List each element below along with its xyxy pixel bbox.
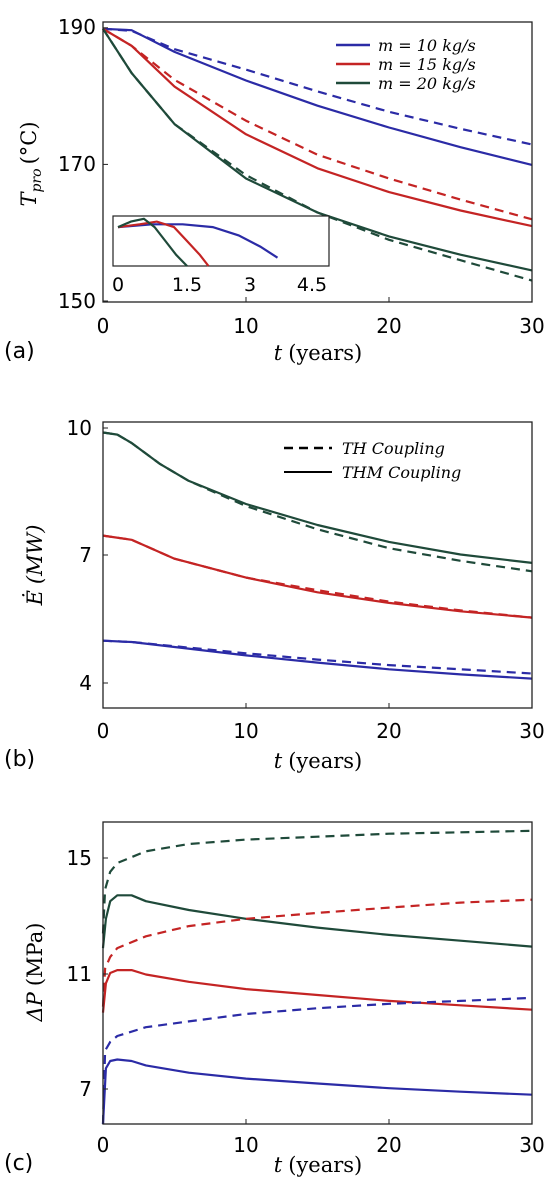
panel-a-ylabel-sub: pro xyxy=(29,168,45,192)
panel-a-axes-box xyxy=(102,21,533,303)
panel-b-ylabel-unit: (MW) xyxy=(23,525,47,584)
panel-b-label: (b) xyxy=(4,747,35,772)
panel-b-legend-label-thm: THM Coupling xyxy=(342,463,461,482)
panel-a-inset-xtick-4-5: 4.5 xyxy=(297,274,327,296)
panel-b-legend-label-th: TH Coupling xyxy=(342,439,445,458)
panel-a-inset-line-m15 xyxy=(117,220,210,267)
panel-b-legend: TH Coupling THM Coupling xyxy=(284,439,461,482)
panel-c-xtick-label-30: 30 xyxy=(519,1133,544,1157)
panel-a-label: (a) xyxy=(4,339,35,364)
panel-a-line-m15-solid xyxy=(102,27,533,228)
panel-b-xtick-label-10: 10 xyxy=(233,719,258,743)
panel-b-xtick-label-30: 30 xyxy=(519,719,544,743)
panel-b-ylabel: Ė (MW) xyxy=(23,525,47,607)
panel-b-line-m20-solid xyxy=(102,431,533,564)
panel-a-legend: m = 10 kg/s m = 15 kg/s m = 20 kg/s xyxy=(336,36,476,93)
panel-a-inset-series xyxy=(117,217,279,267)
panel-a-legend-label-m10: m = 10 kg/s xyxy=(378,36,476,55)
panel-c-series xyxy=(101,829,533,1125)
panel-b-xticks: 0 10 20 30 xyxy=(97,703,545,743)
panel-b-yticks: 4 7 10 xyxy=(67,416,108,695)
panel-c-label: (c) xyxy=(4,1151,33,1176)
panel-a-ylabel: Tpro (°C) xyxy=(17,121,45,206)
panel-a-inset-xtick-1-5: 1.5 xyxy=(172,274,202,296)
panel-b-line-m10-dashed xyxy=(102,639,533,675)
panel-a-xtick-label-30: 30 xyxy=(519,314,544,338)
panel-a-xtick-label-20: 20 xyxy=(376,314,401,338)
panel-c-axes-box xyxy=(102,821,533,1125)
panel-c-xlabel-unit: (years) xyxy=(288,1153,362,1177)
panel-b-xtick-label-20: 20 xyxy=(376,719,401,743)
panel-a-xtick-label-10: 10 xyxy=(233,314,258,338)
panel-c-ytick-label-7: 7 xyxy=(79,1077,92,1101)
panel-c-ylabel-symbol: ΔP xyxy=(23,991,47,1022)
panel-a-xtick-label-0: 0 xyxy=(97,314,110,338)
panel-c-xtick-label-0: 0 xyxy=(97,1133,110,1157)
panel-b-xlabel: t (years) xyxy=(274,749,362,773)
panel-a-xticks: 0 10 20 30 xyxy=(97,297,545,338)
panel-c-line-m20-dashed xyxy=(101,829,533,934)
panel-b-ytick-label-10: 10 xyxy=(67,416,92,440)
panel-c-xtick-label-20: 20 xyxy=(376,1133,401,1157)
panel-c-xticks: 0 10 20 30 xyxy=(97,1119,545,1157)
panel-a-line-m10-dashed xyxy=(102,27,533,146)
panel-a-series xyxy=(102,27,533,282)
panel-c-ylabel: ΔP (MPa) xyxy=(23,923,47,1023)
panel-c-xlabel-symbol: t xyxy=(274,1153,283,1177)
panel-a-yticks: 150 170 190 xyxy=(58,15,108,313)
panel-b-ytick-label-4: 4 xyxy=(79,671,92,695)
panel-a: 150 170 190 0 10 20 30 (a) t (years) Tpro… xyxy=(4,15,545,365)
panel-c-ytick-label-11: 11 xyxy=(67,962,92,986)
panel-c-xtick-label-10: 10 xyxy=(233,1133,258,1157)
panel-a-inset: 0 1.5 3 4.5 xyxy=(112,215,330,296)
panel-b-line-m20-dashed xyxy=(102,431,533,573)
panel-c-xlabel: t (years) xyxy=(274,1153,362,1177)
panel-c-line-m15-dashed xyxy=(101,898,533,1007)
panel-a-xlabel-unit: (years) xyxy=(288,341,362,365)
panel-c: 7 11 15 0 10 20 30 (c) t (years) ΔP (MPa) xyxy=(4,821,545,1177)
panel-c-line-m10-dashed xyxy=(101,996,533,1125)
panel-b-xlabel-symbol: t xyxy=(274,749,283,773)
panel-c-ylabel-unit: (MPa) xyxy=(23,923,47,987)
panel-a-ylabel-symbol: T xyxy=(17,191,41,207)
panel-a-xlabel: t (years) xyxy=(274,341,362,365)
panel-a-line-m20-dashed xyxy=(102,28,533,282)
panel-b: TH Coupling THM Coupling 4 7 10 0 10 20 … xyxy=(4,416,545,773)
panel-b-ytick-label-7: 7 xyxy=(79,543,92,567)
panel-a-ylabel-unit: (°C) xyxy=(17,121,41,164)
panel-c-line-m20-solid xyxy=(101,894,533,949)
panel-a-legend-label-m20: m = 20 kg/s xyxy=(378,74,476,93)
panel-b-xlabel-unit: (years) xyxy=(288,749,362,773)
panel-a-ytick-label-170: 170 xyxy=(58,152,96,176)
panel-b-axes-box xyxy=(102,421,533,709)
panel-b-ylabel-symbol: Ė xyxy=(23,590,47,606)
panel-a-inset-line-m20 xyxy=(117,217,188,267)
panel-a-inset-xtick-0: 0 xyxy=(112,274,124,296)
panel-a-inset-xtick-3: 3 xyxy=(244,274,256,296)
panel-c-line-m15-solid xyxy=(101,968,533,1013)
panel-c-ytick-label-15: 15 xyxy=(67,846,92,870)
panel-a-legend-label-m15: m = 15 kg/s xyxy=(378,55,476,74)
panel-b-series xyxy=(102,431,533,680)
panel-b-line-m15-solid xyxy=(102,534,533,619)
panel-c-yticks: 7 11 15 xyxy=(67,846,108,1101)
panel-a-ytick-label-190: 190 xyxy=(58,15,96,39)
panel-b-xtick-label-0: 0 xyxy=(97,719,110,743)
panel-b-line-m15-dashed xyxy=(102,534,533,619)
panel-a-xlabel-symbol: t xyxy=(274,341,283,365)
panel-a-ytick-label-150: 150 xyxy=(58,289,96,313)
panel-c-line-m10-solid xyxy=(101,1058,533,1125)
